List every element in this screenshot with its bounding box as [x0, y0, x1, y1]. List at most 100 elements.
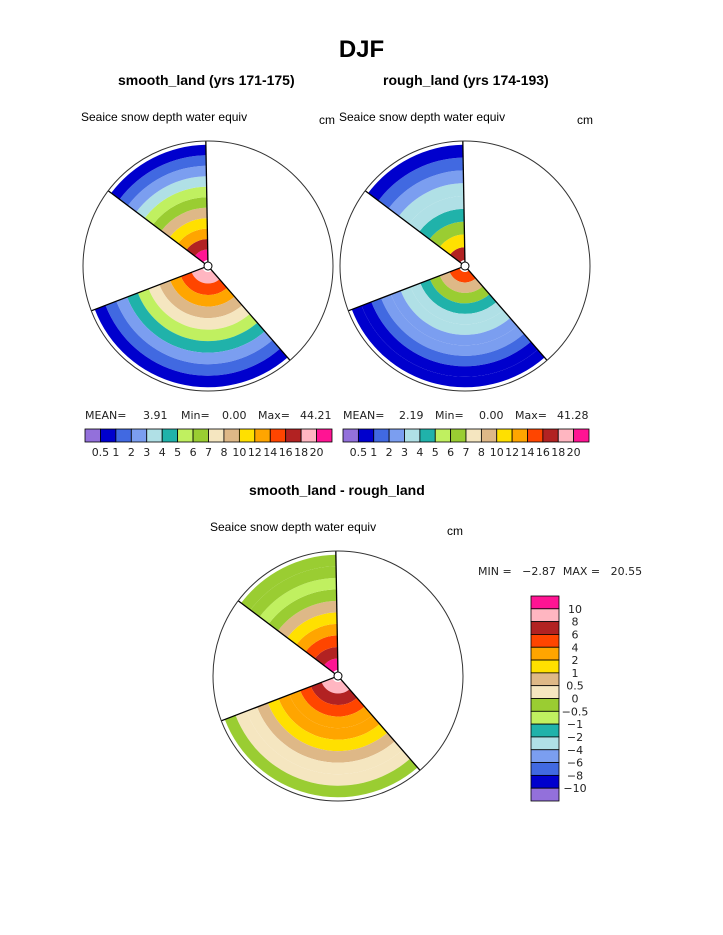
panel-1-mean: 3.91 — [143, 409, 168, 422]
panel-3-colorbar-box-8 — [530, 685, 560, 699]
panel-3-colorbar-box-7 — [530, 672, 560, 687]
panel-2-colorbar-label-9: 8 — [478, 446, 485, 459]
panel-3-colorbar-box-9 — [530, 698, 560, 712]
panel-2-sector-boundary-3 — [348, 266, 462, 312]
panel-2-colorbar-box-5 — [404, 428, 421, 443]
panel-2-colorbar-label-13: 16 — [536, 446, 550, 459]
panel-3-sector-1-ring-2 — [314, 646, 338, 666]
panel-3-sector-2-ring-6 — [267, 698, 388, 752]
panel-1-colorbar-label-7: 6 — [190, 446, 197, 459]
panel-3-pole — [333, 671, 343, 681]
panel-2-sector-boundary-1 — [462, 141, 466, 263]
panel-3-colorbar-label-13: −6 — [567, 757, 583, 770]
panel-2-sector-2-ring-6 — [400, 286, 511, 335]
panel-1-units: cm — [319, 113, 335, 127]
panel-1-sector-1-ring-10 — [119, 155, 207, 206]
panel-2-colorbar-label-4: 3 — [401, 446, 408, 459]
panel-3-sector-1-ring-10 — [241, 554, 337, 610]
panel-1-colorbar-label-1: 0.5 — [92, 446, 110, 459]
panel-2-sector-1-ring-3 — [429, 221, 465, 247]
panel-3-colorbar-label-7: 0.5 — [566, 680, 584, 693]
panel-1-colorbar-label-12: 14 — [263, 446, 277, 459]
panel-1-sector-1-ring-1 — [194, 249, 208, 263]
panel-3-colorbar-box-13 — [530, 749, 560, 763]
panel-3-variable: Seaice snow depth water equiv — [210, 520, 377, 534]
panel-3-sector-2-ring-8 — [246, 707, 403, 775]
panel-3-sector-2-ring-5 — [278, 694, 380, 740]
panel-1-sector-boundary-4 — [210, 268, 291, 361]
panel-1-sector-2-ring-10 — [94, 305, 288, 388]
panel-2-colorbar-box-10 — [480, 428, 498, 443]
panel-2-sector-2-ring-2 — [439, 271, 483, 293]
panel-1-sector-2-ring-8 — [116, 297, 273, 365]
panel-3-sector-2-ring-9 — [235, 711, 410, 786]
panel-2-sector-boundary-2 — [364, 190, 463, 265]
page-title: DJF — [338, 36, 385, 63]
panel-3-stats: MIN = −2.87 MAX = 20.55 — [478, 565, 643, 578]
panel-1-domain-circle — [82, 140, 334, 392]
panel-3-colorbar-label-9: −0.5 — [562, 705, 589, 718]
panel-1-sector-1-ring-5 — [161, 207, 208, 238]
panel-3-sector-1-ring-5 — [287, 612, 338, 645]
panel-1-min-label: Min= — [181, 409, 210, 422]
panel-2-variable: Seaice snow depth water equiv — [339, 110, 506, 124]
panel-2-colorbar-label-12: 14 — [521, 446, 535, 459]
panel-2-sector-1-ring-9 — [368, 144, 464, 201]
panel-2-sector-1-ring-1 — [449, 247, 465, 263]
panel-3-colorbar-box-6 — [530, 659, 560, 674]
panel-3-sector-1-ring-8 — [259, 577, 337, 624]
panel-2-colorbar-box-14 — [542, 428, 559, 443]
panel-3-sector-boundary-2 — [237, 600, 336, 675]
panel-2-colorbar-label-7: 6 — [447, 446, 454, 459]
panel-3-sector-2-ring-2 — [310, 682, 358, 706]
panel-3-sector-2-ring-4 — [289, 690, 373, 729]
panel-3-colorbar-label-15: −10 — [563, 782, 586, 795]
panel-1-title: smooth_land (yrs 171-175) — [118, 72, 295, 88]
panel-3-colorbar-box-10 — [530, 710, 560, 725]
panel-1-colorbar-label-6: 5 — [174, 446, 181, 459]
panel-2-sector-1-ring-2 — [439, 234, 465, 255]
panel-3-colorbar-label-1: 10 — [568, 603, 582, 616]
panel-1-colorbar-label-3: 2 — [128, 446, 135, 459]
panel-2-mean-label: MEAN= — [343, 409, 385, 422]
panel-2-colorbar-label-2: 1 — [370, 446, 377, 459]
panel-1-min: 0.00 — [222, 409, 247, 422]
panel-2-sector-2-ring-3 — [430, 275, 490, 304]
panel-1-colorbar-box-7 — [177, 428, 194, 443]
panel-1-max-label: Max= — [258, 409, 290, 422]
panel-1-sector-2-ring-5 — [148, 284, 250, 330]
panel-3-sector-boundary-3 — [221, 676, 335, 722]
panel-2-sector-2-ring-7 — [390, 290, 518, 346]
panel-3-colorbar-box-4 — [530, 634, 560, 648]
panel-2-min: 0.00 — [479, 409, 504, 422]
panel-1-colorbar-box-10 — [223, 428, 240, 443]
panel-3-sector-boundary-4 — [340, 678, 421, 771]
panel-1-max: 44.21 — [300, 409, 332, 422]
panel-3-domain-circle — [212, 550, 464, 802]
panel-1-colorbar-box-16 — [316, 428, 333, 443]
panel-1-sector-boundary-1 — [205, 141, 209, 263]
panel-1-colorbar-box-4 — [130, 428, 148, 443]
panel-2-colorbar-label-15: 20 — [567, 446, 581, 459]
panel-2-colorbar-box-11 — [496, 428, 513, 443]
panel-1-colorbar-label-13: 16 — [279, 446, 293, 459]
panel-3-sector-boundary-1 — [335, 551, 339, 673]
panel-3-colorbar-box-15 — [530, 774, 560, 789]
panel-1-colorbar-box-2 — [100, 428, 117, 443]
panel-1-sector-2-ring-2 — [180, 272, 228, 296]
panel-1-colorbar-label-11: 12 — [248, 446, 262, 459]
panel-2-colorbar-box-3 — [373, 428, 390, 443]
panel-2-colorbar-box-1 — [342, 428, 359, 443]
panel-3-sector-1-ring-3 — [305, 635, 338, 659]
panel-1-colorbar-box-8 — [192, 428, 209, 443]
panel-3-sector-1-ring-7 — [268, 589, 337, 631]
panel-3-units: cm — [447, 524, 463, 538]
panel-2-colorbar-label-10: 10 — [490, 446, 504, 459]
panel-2-pole — [460, 261, 470, 271]
panel-1-colorbar-box-12 — [254, 428, 271, 443]
panel-3-colorbar-label-6: 1 — [572, 667, 579, 680]
panel-2-max: 41.28 — [557, 409, 589, 422]
panel-1-sector-2-ring-6 — [137, 288, 258, 342]
panel-2-colorbar-box-2 — [357, 428, 375, 443]
panel-2-sector-2-ring-8 — [381, 294, 524, 356]
